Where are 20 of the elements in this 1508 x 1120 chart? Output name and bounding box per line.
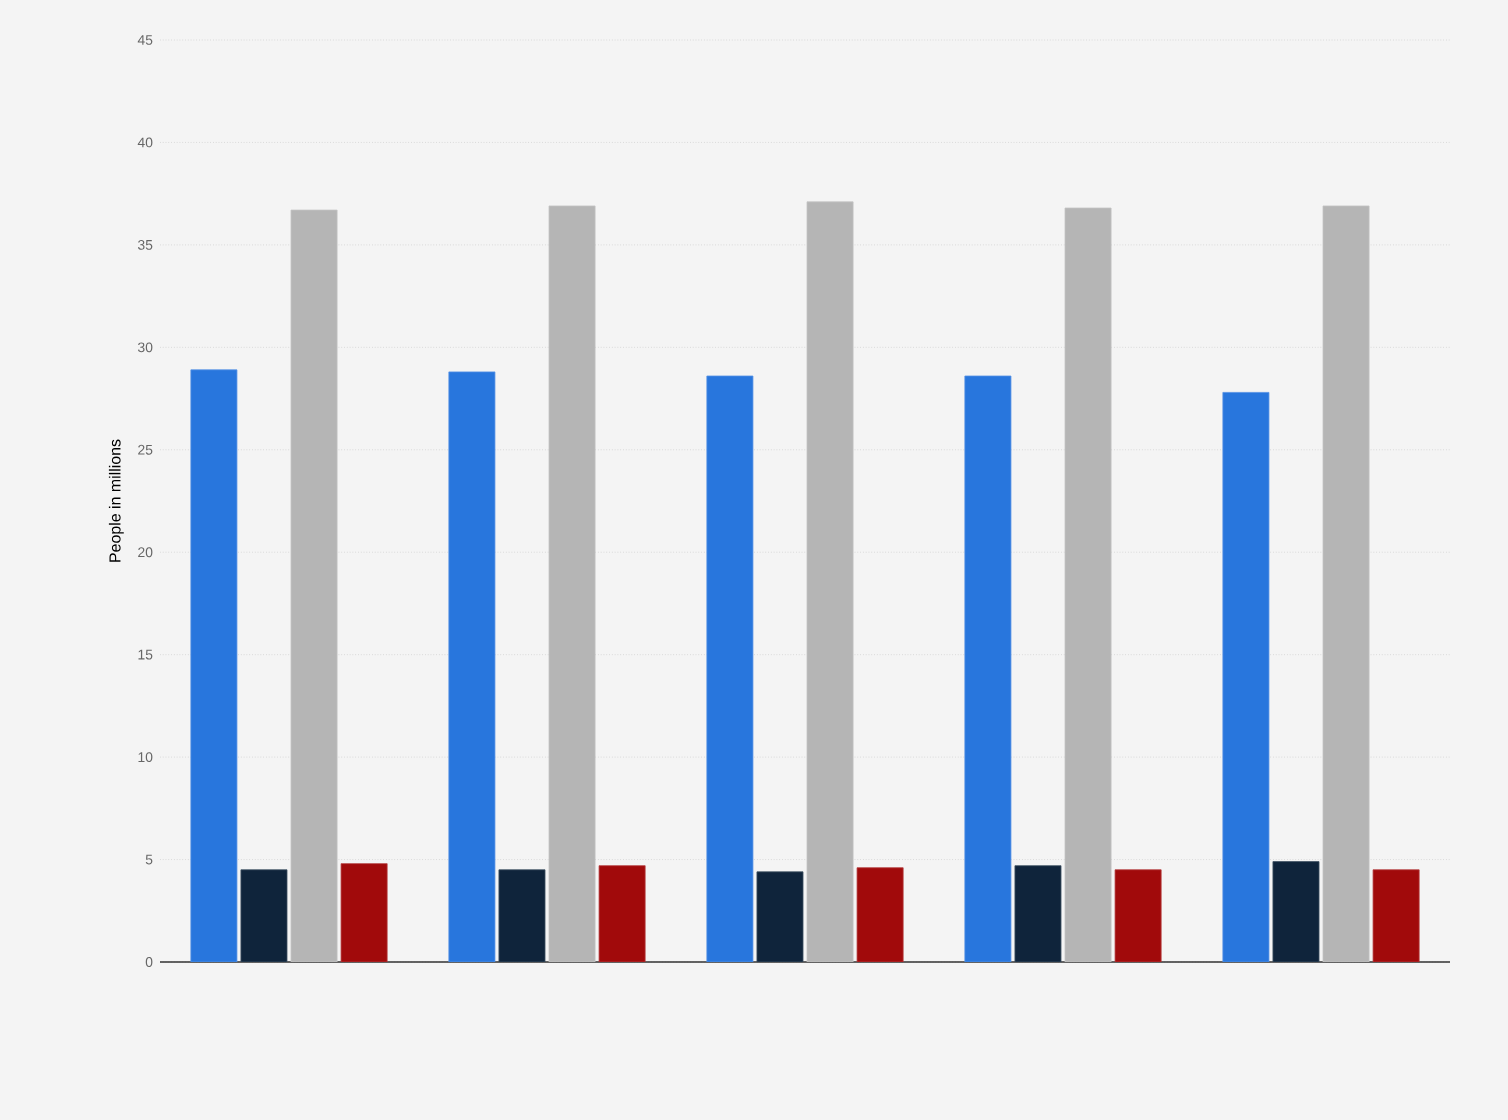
bar bbox=[340, 863, 388, 962]
bar bbox=[856, 867, 904, 962]
bar bbox=[1372, 869, 1420, 962]
bar bbox=[1322, 205, 1370, 962]
bar bbox=[1064, 207, 1112, 962]
bar bbox=[598, 865, 646, 962]
bar bbox=[548, 205, 596, 962]
bar bbox=[756, 871, 804, 962]
bar bbox=[190, 369, 238, 962]
bar bbox=[498, 869, 546, 962]
bar bbox=[706, 375, 754, 962]
bar bbox=[1222, 392, 1270, 962]
bar bbox=[964, 375, 1012, 962]
bar bbox=[448, 371, 496, 962]
bar bbox=[806, 201, 854, 962]
bar bbox=[290, 209, 338, 962]
bar bbox=[1014, 865, 1062, 962]
bar bbox=[240, 869, 288, 962]
bar bbox=[1272, 861, 1320, 962]
bar bbox=[1114, 869, 1162, 962]
